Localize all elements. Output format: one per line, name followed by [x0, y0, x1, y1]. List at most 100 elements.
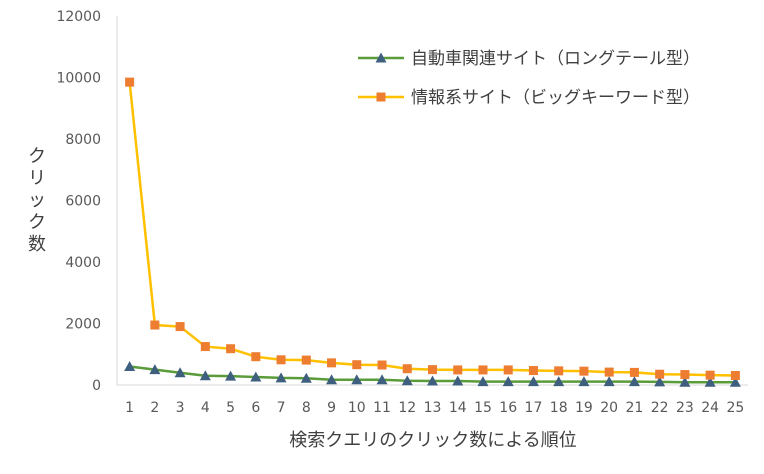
- legend-label: 自動車関連サイト（ロングテール型）: [411, 49, 700, 69]
- data-point: [603, 376, 615, 387]
- y-tick-label: 4000: [65, 255, 101, 271]
- data-point: [654, 376, 666, 387]
- data-point: [326, 374, 338, 385]
- data-point: [352, 360, 362, 370]
- data-point: [655, 369, 665, 379]
- data-point: [478, 365, 488, 375]
- data-point: [554, 366, 564, 376]
- data-point: [275, 372, 287, 383]
- x-axis-title: 検索クエリのクリック数による順位: [289, 430, 576, 451]
- data-point: [199, 370, 211, 381]
- y-tick-label: 0: [92, 378, 101, 394]
- data-point: [300, 372, 312, 383]
- x-tick-label: 21: [626, 400, 644, 416]
- data-point: [225, 370, 237, 381]
- y-tick-label: 6000: [65, 194, 101, 210]
- x-tick-label: 9: [327, 400, 336, 416]
- data-point: [200, 342, 210, 352]
- series-1: [124, 361, 741, 387]
- data-point: [729, 376, 741, 387]
- x-tick-label: 17: [525, 400, 543, 416]
- data-point: [705, 370, 715, 380]
- x-tick-label: 2: [150, 400, 159, 416]
- data-point: [174, 367, 186, 378]
- data-point: [301, 355, 311, 365]
- data-point: [327, 358, 337, 368]
- data-point: [680, 370, 690, 380]
- data-point: [351, 374, 363, 385]
- y-tick-label: 12000: [56, 9, 101, 25]
- x-tick-label: 11: [373, 400, 391, 416]
- data-point: [528, 366, 538, 376]
- data-point: [251, 352, 261, 362]
- data-point: [250, 371, 262, 382]
- data-point: [427, 375, 438, 386]
- legend-marker: [376, 92, 386, 102]
- data-point: [553, 376, 565, 387]
- x-tick-label: 4: [201, 400, 210, 416]
- data-point: [704, 376, 716, 387]
- data-point: [604, 367, 614, 377]
- legend-label: 情報系サイト（ビッグキーワード型）: [411, 88, 700, 108]
- data-point: [226, 344, 236, 354]
- x-tick-label: 25: [726, 400, 744, 416]
- y-tick-label: 10000: [56, 71, 101, 87]
- x-tick-label: 13: [424, 400, 442, 416]
- data-point: [628, 376, 640, 387]
- data-point: [175, 322, 185, 332]
- x-tick-label: 5: [226, 400, 235, 416]
- data-point: [150, 320, 160, 330]
- legend-item: 自動車関連サイト（ロングテール型）: [358, 49, 700, 69]
- x-tick-label: 20: [600, 400, 618, 416]
- x-tick-label: 12: [398, 400, 416, 416]
- data-point: [402, 364, 412, 374]
- data-point: [428, 365, 437, 375]
- series-2: [125, 77, 740, 380]
- data-point: [125, 77, 135, 87]
- plot-area: [116, 16, 748, 386]
- x-tick-label: 7: [277, 400, 286, 416]
- data-point: [149, 364, 161, 375]
- data-point: [629, 367, 639, 377]
- data-point: [124, 361, 136, 372]
- data-point: [579, 366, 589, 376]
- y-tick-label: 2000: [65, 317, 101, 333]
- data-point: [452, 375, 464, 386]
- x-tick-label: 1: [125, 400, 134, 416]
- x-tick-label: 6: [251, 400, 260, 416]
- x-tick-label: 19: [575, 400, 593, 416]
- series-line: [128, 81, 736, 377]
- x-tick-label: 22: [651, 400, 669, 416]
- legend-marker: [375, 52, 387, 63]
- series-layer: [124, 77, 741, 387]
- y-tick-label: 8000: [65, 132, 101, 148]
- data-point: [401, 375, 413, 386]
- x-tick-label: 10: [348, 400, 366, 416]
- data-point: [377, 360, 387, 370]
- data-point: [730, 370, 740, 380]
- x-axis-ticks: 1 2 3 4 5 6 7 8 9 10 11 12 13 14 15 16 17 18 19 20 21 22 23 24 2…: [125, 400, 744, 416]
- x-tick-label: 16: [499, 400, 517, 416]
- y-axis-ticks: 0 2000 4000 6000 8000 10000 12000: [56, 9, 101, 394]
- data-point: [477, 376, 489, 387]
- data-point: [679, 376, 691, 387]
- x-tick-label: 3: [176, 400, 185, 416]
- data-point: [376, 374, 388, 385]
- y-axis-title: クリック数: [28, 146, 46, 255]
- x-tick-label: 23: [676, 400, 694, 416]
- data-point: [502, 376, 514, 387]
- data-point: [276, 355, 286, 365]
- x-tick-label: 8: [302, 400, 311, 416]
- data-point: [503, 365, 513, 375]
- data-point: [527, 376, 539, 387]
- data-point: [578, 376, 590, 387]
- x-tick-label: 15: [474, 400, 492, 416]
- legend-item: 情報系サイト（ビッグキーワード型）: [358, 88, 700, 108]
- data-point: [453, 365, 463, 375]
- x-tick-label: 18: [550, 400, 568, 416]
- x-tick-label: 24: [701, 400, 719, 416]
- x-tick-label: 14: [449, 400, 467, 416]
- legend: 自動車関連サイト（ロングテール型） 情報系サイト（ビッグキーワード型）: [358, 49, 700, 108]
